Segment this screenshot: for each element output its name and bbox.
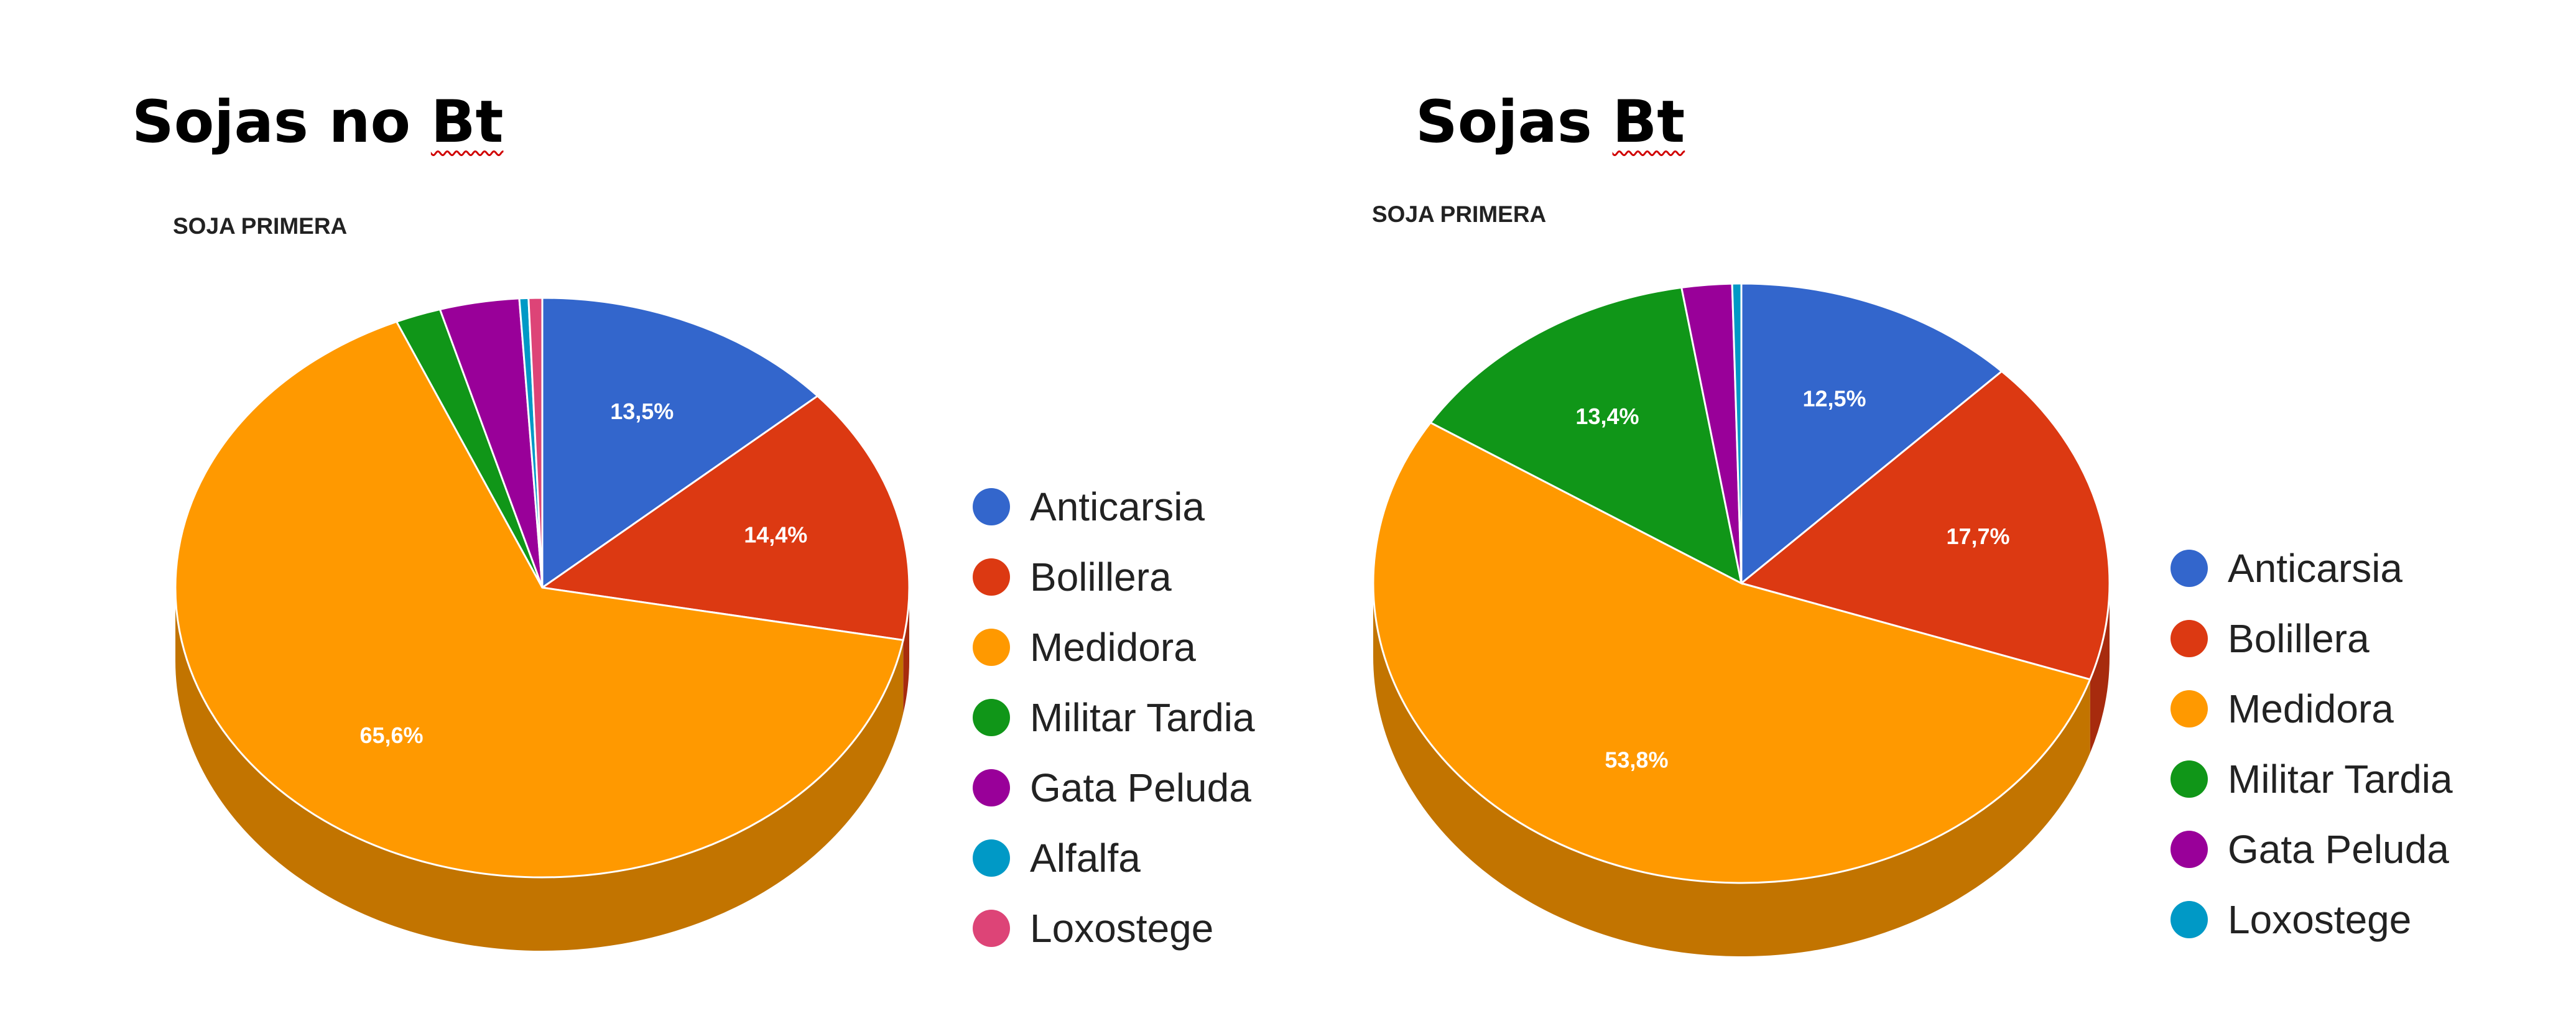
legend-marker-bolillera — [2171, 620, 2208, 657]
pie-side-medidora — [1373, 583, 2090, 956]
slice-label-medidora: 53,8% — [1605, 747, 1668, 773]
slice-label-bolillera: 17,7% — [1946, 524, 2009, 549]
legend-label-gata-peluda: Gata Peluda — [2228, 827, 2449, 872]
legend-label-medidora: Medidora — [1030, 625, 1196, 670]
slice-label-anticarsia: 12,5% — [1802, 386, 1866, 412]
chart-heading-bt: Sojas Bt — [1415, 93, 1685, 152]
legend-marker-militar-tardia — [2171, 760, 2208, 798]
pie-slice-medidora — [1372, 421, 2092, 884]
slice-label-anticarsia: 13,5% — [610, 399, 674, 424]
slice-label-militar-tardia: 13,4% — [1575, 404, 1639, 429]
pie-slice-loxostege — [527, 297, 544, 588]
pie-slice-medidora — [174, 320, 905, 879]
legend-marker-militar-tardia — [973, 699, 1010, 736]
legend-label-bolillera: Bolillera — [2228, 616, 2370, 661]
legend-marker-anticarsia — [2171, 550, 2208, 587]
heading-underlined-word: Bt — [430, 88, 504, 156]
pie-slice-loxostege — [1731, 282, 1743, 584]
pie-side-medidora — [175, 588, 904, 951]
legend-marker-anticarsia — [973, 488, 1010, 525]
pie-slice-anticarsia — [1740, 282, 2003, 586]
legend-marker-alfalfa — [973, 839, 1010, 877]
legend-marker-bolillera — [973, 558, 1010, 596]
legend-marker-gata-peluda — [2171, 831, 2208, 868]
pie-slice-anticarsia — [541, 297, 819, 589]
legend-label-gata-peluda: Gata Peluda — [1030, 765, 1251, 810]
chart-title-bt: SOJA PRIMERA — [1372, 201, 1547, 227]
pie-slice-bolillera — [1739, 370, 2111, 681]
chart-heading-no-bt: Sojas no Bt — [132, 93, 503, 152]
legend-marker-medidora — [973, 629, 1010, 666]
legend-label-alfalfa: Alfalfa — [1030, 836, 1141, 880]
legend-label-anticarsia: Anticarsia — [1030, 484, 1205, 529]
chart-title-no-bt: SOJA PRIMERA — [173, 213, 348, 239]
legend-marker-medidora — [2171, 690, 2208, 727]
pie-side-bolillera — [2090, 583, 2110, 753]
slice-label-medidora: 65,6% — [359, 723, 423, 748]
legend-label-anticarsia: Anticarsia — [2228, 546, 2402, 591]
legend-label-militar-tardia: Militar Tardia — [1030, 695, 1255, 740]
legend-label-loxostege: Loxostege — [2228, 897, 2411, 942]
heading-text: Sojas no — [132, 88, 431, 156]
legend-marker-gata-peluda — [973, 769, 1010, 806]
pie-slice-militar-tardia — [1429, 286, 1743, 585]
pie-slice-bolillera — [540, 394, 910, 642]
heading-text: Sojas — [1415, 88, 1613, 156]
legend-label-loxostege: Loxostege — [1030, 906, 1213, 951]
slice-label-bolillera: 14,4% — [744, 522, 807, 547]
heading-underlined-word: Bt — [1612, 88, 1685, 156]
legend-marker-loxostege — [2171, 901, 2208, 938]
legend-label-militar-tardia: Militar Tardia — [2228, 757, 2453, 801]
legend-label-bolillera: Bolillera — [1030, 555, 1172, 599]
legend-marker-loxostege — [973, 910, 1010, 947]
legend-label-medidora: Medidora — [2228, 686, 2394, 731]
